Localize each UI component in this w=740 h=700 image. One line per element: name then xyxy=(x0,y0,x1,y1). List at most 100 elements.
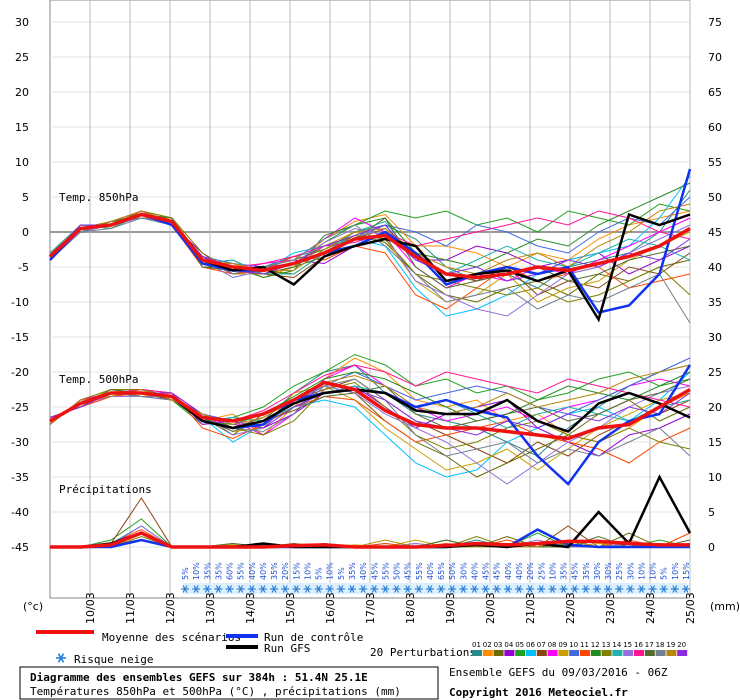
snow-risk-value: 55% xyxy=(237,562,246,580)
right-tick-label: 20 xyxy=(708,401,722,414)
legend-gfs-label: Run GFS xyxy=(264,642,310,655)
perturbation-swatches: 01 02 03 04 05 06 07 08 09 10 11 12 13 14 15 16 17 18 19 20 xyxy=(472,641,688,656)
snowflake-icon xyxy=(348,585,356,593)
snowflake-icon xyxy=(392,585,401,593)
right-tick-label: 15 xyxy=(708,436,722,449)
snow-band xyxy=(183,583,687,594)
snowflake-icon xyxy=(56,653,66,663)
snowflake-icon xyxy=(303,585,312,593)
snow-risk-value: 45% xyxy=(404,562,413,580)
snow-risk-value: 20% xyxy=(526,562,535,580)
snowflake-icon xyxy=(503,585,512,593)
left-tick-label: -45 xyxy=(11,541,29,554)
t850-panel-label: Temp. 850hPa xyxy=(59,191,138,204)
perturbation-number: 17 xyxy=(645,641,654,649)
copyright: Copyright 2016 Meteociel.fr xyxy=(449,686,628,699)
legend-mean-label: Moyenne des scénarios xyxy=(102,631,241,644)
snowflake-icon xyxy=(481,585,490,593)
x-axis-dates: 10/03 11/03 12/03 13/03 14/03 15/03 16/03 17/03… xyxy=(84,592,697,624)
x-date-label: 11/03 xyxy=(124,592,137,624)
x-date-label: 22/03 xyxy=(564,592,577,624)
snowflake-icon xyxy=(181,585,189,593)
x-date-label: 13/03 xyxy=(204,592,217,624)
right-tick-label: 75 xyxy=(708,16,722,29)
snow-risk-value: 10% xyxy=(649,562,658,580)
snow-risk-value: 40% xyxy=(248,562,257,580)
snow-risk-value: 25% xyxy=(537,562,546,580)
snowflake-icon xyxy=(203,585,212,593)
perturbation-number: 05 xyxy=(515,641,524,649)
perturbation-number: 19 xyxy=(666,641,675,649)
legend-control-label: Run de contrôle xyxy=(264,631,363,644)
snowflake-icon xyxy=(225,585,234,593)
left-tick-label: -25 xyxy=(11,401,29,414)
snowflake-icon xyxy=(581,585,590,593)
snowflake-icon xyxy=(325,585,334,593)
right-tick-label: 25 xyxy=(708,366,722,379)
legend-snow-label: Risque neige xyxy=(74,653,153,666)
snow-risk-value: 30% xyxy=(459,562,468,580)
perturbation-swatch xyxy=(623,650,634,656)
run-info: Ensemble GEFS du 09/03/2016 - 06Z xyxy=(449,666,668,679)
left-tick-label: -5 xyxy=(18,261,29,274)
left-tick-label: 5 xyxy=(22,191,29,204)
snow-risk-value: 65% xyxy=(437,562,446,580)
left-tick-label: 10 xyxy=(15,156,29,169)
x-date-label: 18/03 xyxy=(404,592,417,624)
snowflake-icon xyxy=(359,585,368,593)
snow-risk-value: 10% xyxy=(326,562,335,580)
snowflake-icon xyxy=(381,585,390,593)
left-tick-label: 0 xyxy=(22,226,29,239)
snowflake-icon xyxy=(570,585,579,593)
title-box xyxy=(19,666,439,700)
perturbation-swatch xyxy=(590,650,601,656)
snowflake-icon xyxy=(270,585,279,593)
snow-risk-value: 25% xyxy=(615,562,624,580)
left-tick-label: -35 xyxy=(11,471,29,484)
snowflake-icon xyxy=(414,585,423,593)
snowflake-icon xyxy=(425,585,434,593)
chart-grid xyxy=(49,0,691,599)
x-date-label: 21/03 xyxy=(524,592,537,624)
snow-risk-value: 60% xyxy=(226,562,235,580)
perturbation-swatch xyxy=(666,650,677,656)
x-date-label: 12/03 xyxy=(164,592,177,624)
snow-risk-value: 10% xyxy=(637,562,646,580)
perturbation-number: 20 xyxy=(677,641,686,649)
perturbation-swatch xyxy=(482,650,493,656)
snowflake-icon xyxy=(592,585,601,593)
chart-title: Diagramme des ensembles GEFS sur 384h : … xyxy=(30,671,368,684)
x-date-label: 10/03 xyxy=(84,592,97,624)
snowflake-icon xyxy=(214,585,223,593)
perturbation-number: 07 xyxy=(537,641,546,649)
perturbation-swatch xyxy=(526,650,536,656)
perturbation-number: 16 xyxy=(634,641,643,649)
perturbation-swatch xyxy=(677,650,688,656)
snow-risk-value: 30% xyxy=(604,562,613,580)
snowflake-icon xyxy=(637,585,646,593)
perturbation-number: 18 xyxy=(656,641,665,649)
left-tick-label: 15 xyxy=(15,121,29,134)
perturbation-number: 09 xyxy=(558,641,567,649)
snow-risk-value: 40% xyxy=(470,562,479,580)
perturbation-number: 01 xyxy=(472,641,481,649)
perturbation-swatch xyxy=(504,650,515,656)
snowflake-icon xyxy=(403,585,412,593)
left-tick-label: -20 xyxy=(11,366,29,379)
perturbation-swatch xyxy=(612,650,623,656)
x-date-label: 25/03 xyxy=(684,592,697,624)
snow-risk-value: 5% xyxy=(181,567,190,580)
left-axis-ticks: 30 25 20 15 10 5 0 -5 -10 -15 -20 -25 -30 -35 -40 -45 xyxy=(11,16,29,554)
right-tick-label: 60 xyxy=(708,121,722,134)
snowflake-icon xyxy=(192,585,201,593)
main-series-lines xyxy=(48,168,692,549)
snowflake-icon xyxy=(615,585,624,593)
mean-t500-line xyxy=(49,380,691,441)
snowflake-icon xyxy=(670,585,679,593)
right-tick-label: 0 xyxy=(708,541,715,554)
snow-risk-value: 35% xyxy=(582,562,591,580)
snow-risk-value: 5% xyxy=(315,567,324,580)
snow-risk-value: 55% xyxy=(381,562,390,580)
mean-precip-line xyxy=(50,531,690,549)
precip-panel-label: Précipitations xyxy=(59,483,152,496)
